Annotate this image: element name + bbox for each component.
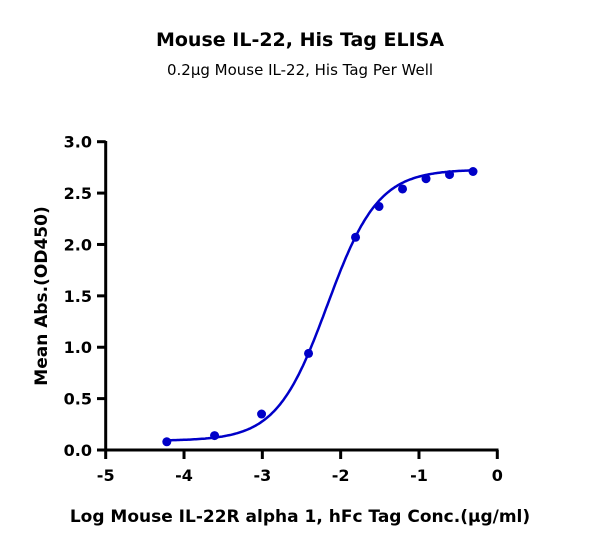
x-tick-label: -2 [332, 466, 350, 485]
x-tick-label: -4 [175, 466, 193, 485]
data-point [374, 201, 384, 211]
data-point [398, 184, 408, 194]
data-point [421, 174, 431, 184]
x-tick-label: 0 [492, 466, 503, 485]
x-tick-label: -5 [97, 466, 115, 485]
data-point [304, 348, 314, 358]
y-tick-label: 0.0 [64, 441, 92, 460]
data-point [468, 167, 478, 177]
data-point [162, 437, 172, 447]
y-tick-label: 2.0 [64, 235, 92, 254]
y-tick-label: 0.5 [64, 390, 92, 409]
y-axis-label: Mean Abs.(OD450) [32, 206, 52, 385]
data-point [351, 232, 361, 242]
chart-subtitle: 0.2μg Mouse IL-22, His Tag Per Well [166, 61, 434, 79]
data-point [210, 431, 220, 441]
y-tick-label: 1.0 [64, 338, 92, 357]
data-point [257, 409, 267, 419]
data-point [445, 170, 455, 180]
fit-curve [166, 169, 474, 442]
chart-title: Mouse IL-22, His Tag ELISA [155, 29, 445, 51]
x-tick-label: -3 [253, 466, 271, 485]
x-axis-label: Log Mouse IL-22R alpha 1, hFc Tag Conc.(… [70, 507, 530, 527]
y-tick-label: 1.5 [64, 287, 92, 306]
x-tick-label: -1 [410, 466, 428, 485]
y-tick-label: 3.0 [64, 133, 92, 152]
y-tick-label: 2.5 [64, 184, 92, 203]
